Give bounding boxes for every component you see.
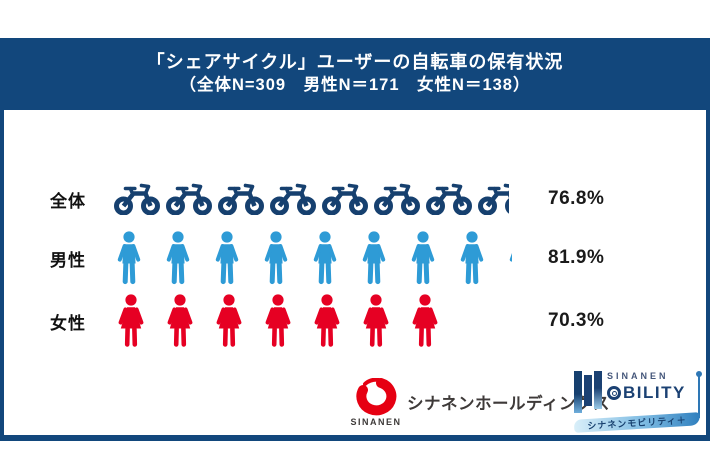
row-percent-overall: 76.8% [548, 188, 605, 209]
pictogram-row-male: 男性 [50, 228, 702, 288]
page-subtitle: （全体N=309 男性N＝171 女性N＝138） [179, 76, 531, 95]
sinanen-wordmark: SINANEN [350, 417, 402, 427]
female-icon [359, 294, 393, 348]
page-title: 「シェアサイクル」ユーザーの自転車の保有状況 [146, 51, 564, 72]
sinanen-holdings-logo: SINANEN シナネンホールディングス [350, 378, 610, 427]
female-icon [310, 294, 344, 348]
male-icon [457, 231, 487, 285]
holdings-company-name: シナネンホールディングス [407, 395, 610, 413]
bicycle-icon-partial [478, 183, 510, 215]
male-icon [261, 231, 291, 285]
mobility-wordmark: SINANEN BILITY [574, 371, 702, 418]
pictogram-strip-male [114, 231, 512, 285]
female-icon [261, 294, 295, 348]
female-icon [212, 294, 246, 348]
row-label-overall: 全体 [50, 191, 86, 211]
mobility-sinanen-text: SINANEN [607, 371, 669, 381]
female-icon [114, 294, 148, 348]
male-icon [212, 231, 242, 285]
male-icon [114, 231, 144, 285]
bicycle-icon [374, 183, 420, 215]
row-label-female: 女性 [50, 313, 86, 333]
male-icon [408, 231, 438, 285]
row-percent-female: 70.3% [548, 310, 605, 331]
female-icon-partial [457, 294, 458, 348]
male-icon [310, 231, 340, 285]
header-band: 「シェアサイクル」ユーザーの自転車の保有状況 （全体N=309 男性N＝171 … [0, 38, 710, 110]
bicycle-icon [270, 183, 316, 215]
bicycle-icon [114, 183, 160, 215]
pictogram-strip-overall [114, 183, 510, 215]
female-icon [408, 294, 442, 348]
male-icon-partial [506, 231, 512, 285]
row-label-male: 男性 [50, 250, 86, 270]
pictogram-row-female: 女性 [50, 291, 702, 351]
male-icon [163, 231, 193, 285]
bicycle-icon [218, 183, 264, 215]
row-percent-male: 81.9% [548, 247, 605, 268]
mobility-o-ring-icon [607, 386, 621, 400]
sinanen-mobility-logo: SINANEN BILITY シナネンモビリティ＋ [573, 371, 702, 433]
male-icon [359, 231, 389, 285]
sinanen-flame-icon: SINANEN [350, 378, 402, 427]
pictogram-row-overall: 全体 [50, 173, 702, 225]
bicycle-icon [166, 183, 212, 215]
mobility-obility-text: BILITY [607, 383, 686, 403]
bicycle-icon [426, 183, 472, 215]
mobility-antenna-icon [696, 371, 702, 418]
pictogram-strip-female [114, 294, 458, 348]
mobility-m-bars-icon [574, 371, 602, 413]
female-icon [163, 294, 197, 348]
bicycle-icon [322, 183, 368, 215]
